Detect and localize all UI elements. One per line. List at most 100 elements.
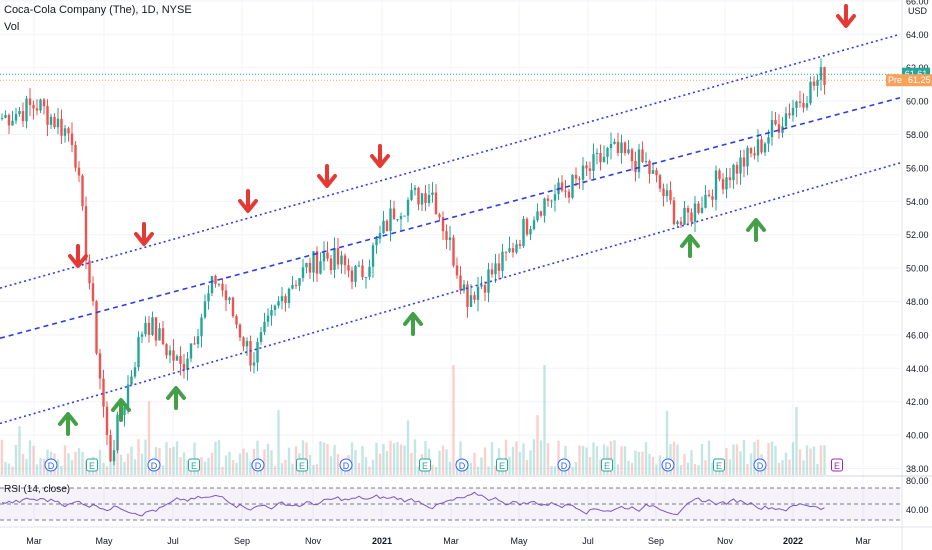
price-tick-label: 58.00 (906, 130, 929, 140)
pre-price-tag (886, 74, 932, 87)
candle-body (574, 174, 578, 179)
candle-body (193, 343, 196, 345)
candle-body (336, 248, 340, 265)
candle-body (599, 152, 602, 163)
candle-body (224, 290, 228, 301)
volume-bar (728, 459, 732, 475)
badge-letter: D (151, 461, 158, 471)
volume-bar (623, 446, 627, 475)
candle-body (641, 149, 644, 162)
volume-bar (245, 452, 249, 475)
candle-body (140, 334, 144, 337)
candle-body (718, 170, 721, 180)
candle-body (823, 67, 826, 85)
dividend-badge: D (251, 458, 265, 472)
candle-body (819, 67, 823, 80)
volume-bar (364, 457, 368, 475)
candle-body (585, 165, 588, 169)
volume-bar (301, 440, 305, 475)
volume-bar (504, 439, 508, 475)
candle-body (389, 208, 392, 232)
volume-bar (791, 442, 795, 475)
volume-bar (161, 465, 165, 475)
candle-body (207, 293, 210, 302)
volume-bar (102, 463, 105, 475)
candle-body (420, 193, 424, 205)
candle-body (746, 147, 749, 167)
volume-bar (550, 466, 553, 475)
candle-body (196, 336, 200, 345)
candle-body (546, 198, 550, 201)
price-tick-label: 44.00 (906, 364, 929, 374)
volume-bar (56, 459, 60, 475)
candle-body (658, 175, 662, 189)
badge-shape (296, 458, 308, 472)
candle-body (179, 356, 182, 364)
candle-body (725, 177, 728, 190)
volume-bar (200, 457, 203, 475)
volume-bar (11, 466, 14, 475)
candle-body (693, 203, 697, 222)
volume-bar (490, 442, 494, 475)
volume-bar (802, 460, 805, 475)
candle-body (651, 170, 655, 174)
candle-body (515, 244, 518, 253)
candle-body (480, 285, 483, 287)
candle-body (742, 157, 746, 167)
badge-shape (557, 458, 571, 472)
channel-line-upper (0, 33, 901, 289)
candle-body (494, 263, 497, 275)
volume-bar (235, 462, 238, 475)
volume-bar (210, 452, 214, 475)
candle-body (459, 275, 462, 291)
candle-body (529, 229, 532, 235)
candle-body (280, 296, 284, 302)
candle-body (711, 196, 714, 200)
badge-shape (147, 458, 161, 472)
badge-shape (831, 458, 843, 472)
candle-body (539, 211, 543, 216)
volume-bar (326, 443, 329, 475)
candle-body (354, 266, 357, 282)
candle-body (298, 278, 301, 286)
price-tick-label: 66.00 (906, 0, 929, 6)
price-tick-label: 40.00 (906, 431, 929, 441)
candle-body (770, 120, 774, 138)
badge-shape (455, 458, 469, 472)
dividend-badge: D (44, 458, 58, 472)
volume-bar (711, 462, 714, 475)
candle-body (812, 81, 816, 86)
volume-bar (613, 440, 616, 475)
price-tick-label: 42.00 (906, 397, 929, 407)
candle-body (756, 139, 760, 156)
volume-bar (539, 440, 543, 475)
candle-body (294, 284, 298, 286)
candle-body (270, 310, 273, 316)
volume-bar (249, 461, 252, 475)
candle-body (753, 153, 756, 156)
volume-bar (431, 464, 434, 475)
rsi-tick-label: 40.00 (906, 505, 929, 515)
badge-shape (753, 458, 767, 472)
volume-bar (203, 461, 207, 475)
candle-body (564, 190, 567, 192)
volume-bar (392, 443, 396, 475)
candle-body (14, 114, 18, 121)
candle-body (588, 168, 592, 171)
volume-bar (399, 444, 403, 475)
volume-bar (371, 459, 375, 475)
candle-body (32, 104, 35, 109)
volume-bar (308, 454, 312, 475)
last-price-value: 61.61 (905, 69, 928, 79)
candle-body (665, 190, 669, 196)
volume-bar (63, 445, 67, 475)
volume-bar (385, 450, 389, 475)
candle-body (497, 263, 501, 271)
volume-bar (417, 466, 420, 475)
candle-body (74, 145, 77, 168)
volume-bar (354, 449, 357, 475)
candle-body (620, 142, 623, 154)
volume-bar (228, 451, 231, 475)
earnings-badge: E (86, 458, 98, 472)
